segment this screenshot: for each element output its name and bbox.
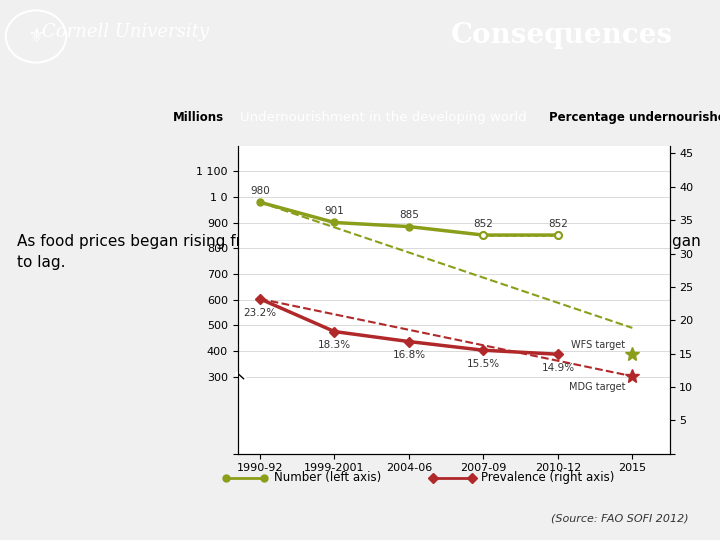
Text: WFS target: WFS target xyxy=(571,340,626,350)
Text: Prevalence (right axis): Prevalence (right axis) xyxy=(481,471,615,484)
Text: As food prices began rising from 2000, progress on MDGs/WFS food security goals : As food prices began rising from 2000, p… xyxy=(17,234,701,270)
Text: 15.5%: 15.5% xyxy=(467,359,500,369)
Text: ⚜: ⚜ xyxy=(27,27,45,46)
Text: Cornell University: Cornell University xyxy=(42,23,210,40)
Text: 901: 901 xyxy=(325,206,344,216)
Text: 14.9%: 14.9% xyxy=(541,363,575,373)
Text: Undernourishment in the developing world: Undernourishment in the developing world xyxy=(240,111,527,125)
Text: 852: 852 xyxy=(474,219,493,229)
Text: Percentage undernourished: Percentage undernourished xyxy=(549,111,720,124)
Text: MDG target: MDG target xyxy=(569,382,626,392)
Text: 18.3%: 18.3% xyxy=(318,340,351,350)
Text: 23.2%: 23.2% xyxy=(243,308,276,318)
Text: Number (left axis): Number (left axis) xyxy=(274,471,381,484)
Text: Consequences: Consequences xyxy=(451,22,672,49)
Text: (Source: FAO SOFI 2012): (Source: FAO SOFI 2012) xyxy=(551,514,689,523)
Y-axis label: Percentage undernourished: Percentage undernourished xyxy=(0,539,1,540)
Text: Millions: Millions xyxy=(173,111,224,124)
Text: 885: 885 xyxy=(399,210,419,220)
Text: 16.8%: 16.8% xyxy=(392,350,426,360)
Text: 852: 852 xyxy=(548,219,568,229)
Y-axis label: Millions: Millions xyxy=(0,539,1,540)
Text: 980: 980 xyxy=(250,186,270,196)
